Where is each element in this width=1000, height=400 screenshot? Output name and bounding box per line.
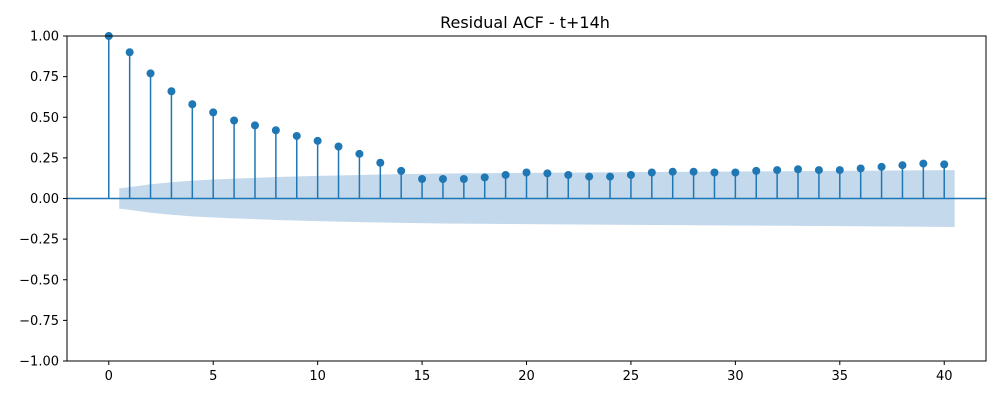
acf-point-lag-40 bbox=[940, 160, 949, 169]
acf-point-lag-35 bbox=[835, 166, 844, 175]
acf-point-lag-15 bbox=[418, 175, 427, 183]
x-tick-label-35: 35 bbox=[832, 369, 849, 384]
acf-point-lag-34 bbox=[814, 166, 823, 175]
acf-point-lag-11 bbox=[334, 142, 343, 151]
acf-point-lag-3 bbox=[167, 87, 176, 96]
acf-point-lag-21 bbox=[543, 169, 552, 178]
acf-point-lag-37 bbox=[877, 162, 886, 171]
x-tick-label-20: 20 bbox=[518, 369, 535, 384]
stem-layer bbox=[104, 32, 949, 199]
x-tick-label-0: 0 bbox=[105, 369, 113, 384]
acf-point-lag-19 bbox=[501, 170, 510, 179]
x-tick-label-15: 15 bbox=[414, 369, 431, 384]
y-tick-label-0: 1.00 bbox=[30, 30, 59, 45]
acf-point-lag-8 bbox=[271, 126, 280, 135]
x-tick-label-30: 30 bbox=[727, 369, 744, 384]
y-tick-label-8: −1.00 bbox=[19, 355, 59, 370]
y-tick-label-7: −0.75 bbox=[19, 314, 59, 329]
acf-point-lag-16 bbox=[438, 175, 447, 183]
chart-title: Residual ACF - t+14h bbox=[440, 13, 610, 32]
acf-point-lag-24 bbox=[606, 172, 615, 181]
acf-point-lag-5 bbox=[209, 108, 218, 117]
y-tick-label-5: −0.25 bbox=[19, 233, 59, 248]
acf-point-lag-33 bbox=[794, 165, 803, 174]
y-tick-label-3: 0.25 bbox=[30, 151, 59, 166]
acf-point-lag-26 bbox=[647, 168, 656, 177]
y-tick-label-2: 0.50 bbox=[30, 111, 59, 126]
acf-point-lag-4 bbox=[188, 100, 197, 109]
acf-point-lag-31 bbox=[752, 166, 761, 175]
acf-point-lag-38 bbox=[898, 161, 907, 170]
x-tick-label-10: 10 bbox=[309, 369, 326, 384]
acf-point-lag-7 bbox=[250, 121, 259, 130]
x-tick-label-5: 5 bbox=[209, 369, 217, 384]
acf-point-lag-13 bbox=[376, 158, 385, 167]
acf-point-lag-28 bbox=[689, 167, 698, 176]
acf-point-lag-10 bbox=[313, 136, 322, 145]
acf-point-lag-25 bbox=[626, 170, 635, 179]
acf-point-lag-36 bbox=[856, 164, 865, 173]
y-tick-label-4: 0.00 bbox=[30, 192, 59, 207]
acf-point-lag-39 bbox=[919, 159, 928, 168]
acf-point-lag-2 bbox=[146, 69, 155, 78]
acf-point-lag-32 bbox=[773, 166, 782, 175]
acf-point-lag-22 bbox=[564, 170, 573, 179]
acf-point-lag-18 bbox=[480, 173, 489, 182]
acf-point-lag-14 bbox=[397, 166, 406, 175]
acf-point-lag-20 bbox=[522, 168, 531, 177]
acf-point-lag-12 bbox=[355, 149, 364, 158]
acf-point-lag-1 bbox=[125, 48, 134, 57]
y-tick-label-6: −0.50 bbox=[19, 273, 59, 288]
x-tick-label-40: 40 bbox=[936, 369, 953, 384]
x-tick-label-25: 25 bbox=[623, 369, 640, 384]
acf-point-lag-27 bbox=[668, 167, 677, 176]
acf-point-lag-6 bbox=[230, 116, 239, 125]
y-tick-label-1: 0.75 bbox=[30, 70, 59, 85]
axes-layer: 0 5 10 15 20 25 30 35 40 1.00 0.75 0.50 0.25 0.00 −0.2… bbox=[19, 30, 987, 384]
acf-point-lag-23 bbox=[585, 172, 594, 181]
acf-point-lag-30 bbox=[731, 168, 740, 177]
acf-point-lag-17 bbox=[459, 175, 468, 183]
acf-point-lag-9 bbox=[292, 131, 301, 140]
acf-point-lag-29 bbox=[710, 168, 719, 177]
